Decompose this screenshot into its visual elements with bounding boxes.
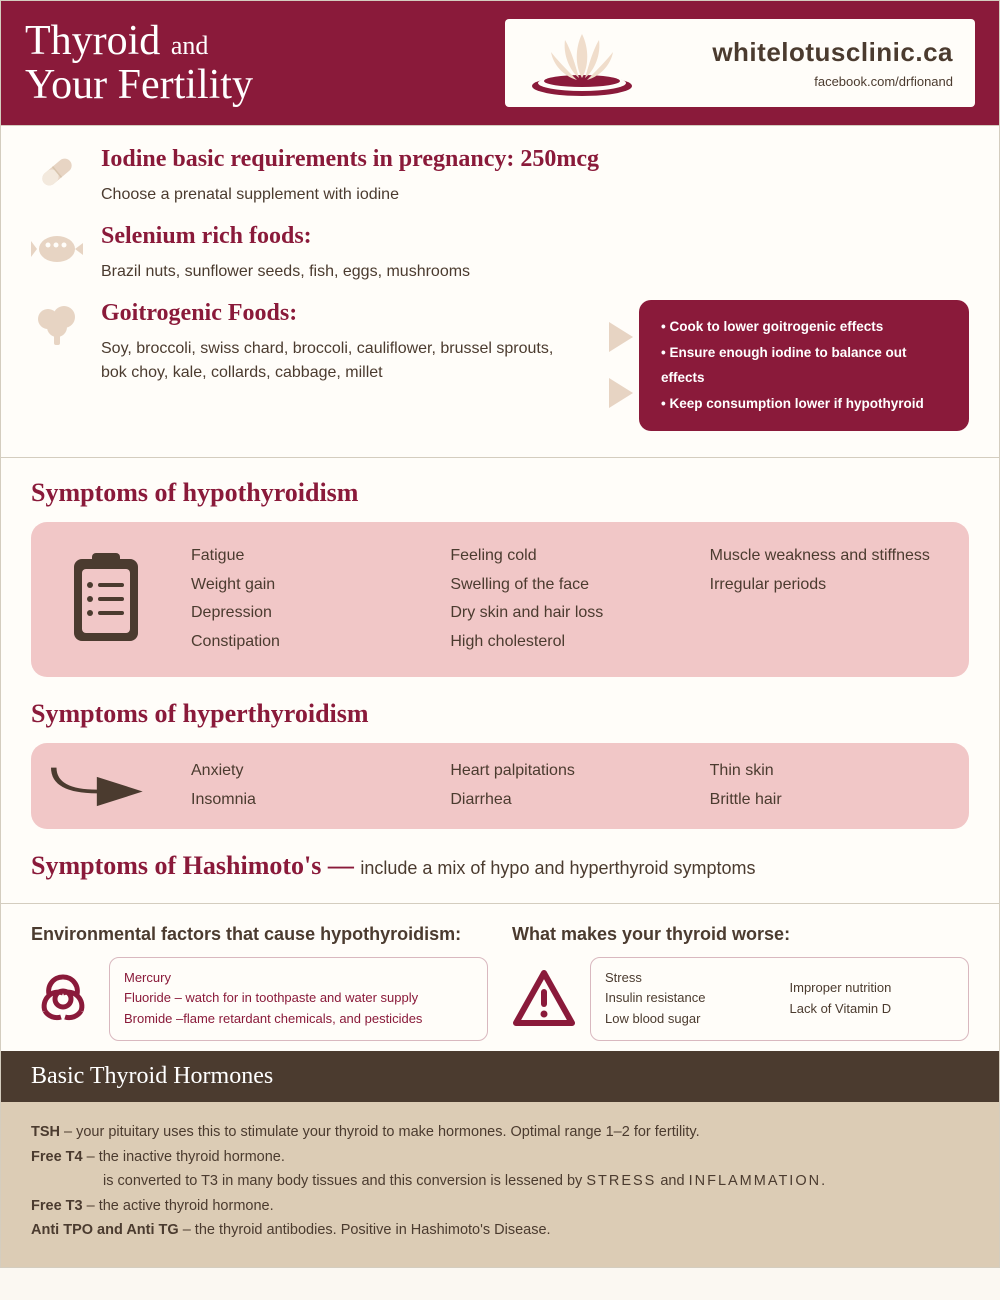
symptom-item: Weight gain [191,571,430,600]
clipboard-icon [51,551,161,647]
hormone-line: Free T3 – the active thyroid hormone. [31,1194,969,1219]
worse-column: What makes your thyroid worse: Stress In… [512,924,969,1041]
pill-icon [31,146,83,198]
hormones-title-bar: Basic Thyroid Hormones [1,1051,999,1102]
symptoms-section: Symptoms of hypothyroidism Fatigue Weigh… [1,457,999,903]
worse-item: Stress [605,968,770,989]
symptom-item: Brittle hair [710,786,949,815]
symptom-item: Fatigue [191,542,430,571]
hashimoto-line: Symptoms of Hashimoto's — include a mix … [31,851,969,881]
env-box: Mercury Fluoride – watch for in toothpas… [109,957,488,1041]
biohazard-icon [31,967,95,1031]
hormone-line-indent: is converted to T3 in many body tissues … [31,1169,969,1194]
arrow-right-icon [51,758,161,814]
symptom-item: Swelling of the face [450,571,689,600]
hashimoto-sub: include a mix of hypo and hyperthyroid s… [360,858,755,878]
page: Thyroid and Your Fertility whitelotuscli… [0,0,1000,1268]
hypo-col3: Muscle weakness and stiffness Irregular … [710,542,949,657]
goitrogenic-tips-box: Cook to lower goitrogenic effects Ensure… [639,300,969,431]
env-item: Mercury [124,968,473,989]
hyper-col2: Heart palpitations Diarrhea [450,757,689,815]
hormone-line: Anti TPO and Anti TG – the thyroid antib… [31,1218,969,1243]
brand-url: whitelotusclinic.ca [655,37,953,68]
symptom-item: Anxiety [191,757,430,786]
symptom-item: Diarrhea [450,786,689,815]
chevron-right-icon [609,322,633,352]
warning-icon [512,967,576,1031]
hyper-box: Anxiety Insomnia Heart palpitations Diar… [31,743,969,829]
env-item: Bromide –flame retardant chemicals, and … [124,1009,473,1030]
goitrogenic-heading: Goitrogenic Foods: [101,300,591,327]
hypo-title: Symptoms of hypothyroidism [31,478,969,508]
lotus-icon [527,28,637,98]
title-line1: Thyroid [25,18,160,64]
symptom-item: Thin skin [710,757,949,786]
hashimoto-title: Symptoms of Hashimoto's — [31,851,354,880]
worse-item: Lack of Vitamin D [790,999,955,1020]
hypo-box: Fatigue Weight gain Depression Constipat… [31,522,969,677]
goitrogenic-body: Soy, broccoli, swiss chard, broccoli, ca… [101,337,581,385]
selenium-heading: Selenium rich foods: [101,223,969,250]
hypo-col1: Fatigue Weight gain Depression Constipat… [191,542,430,657]
tip-item: Ensure enough iodine to balance out effe… [661,340,947,391]
symptom-item: Irregular periods [710,571,949,600]
symptom-item: Feeling cold [450,542,689,571]
worse-title: What makes your thyroid worse: [512,924,969,945]
chevron-right-icon [609,378,633,408]
selenium-body: Brazil nuts, sunflower seeds, fish, eggs… [101,260,581,284]
symptom-item: Depression [191,599,430,628]
hyper-col1: Anxiety Insomnia [191,757,430,815]
selenium-row: Selenium rich foods: Brazil nuts, sunflo… [31,223,969,284]
tip-item: Cook to lower goitrogenic effects [661,314,947,340]
hormone-line: Free T4 – the inactive thyroid hormone. [31,1145,969,1170]
title-and: and [171,31,209,60]
broccoli-icon [31,300,83,352]
goitrogenic-row: Goitrogenic Foods: Soy, broccoli, swiss … [31,300,969,431]
env-column: Environmental factors that cause hypothy… [31,924,488,1041]
symptom-item: Heart palpitations [450,757,689,786]
brand-box: whitelotusclinic.ca facebook.com/drfiona… [505,19,975,107]
hypo-col2: Feeling cold Swelling of the face Dry sk… [450,542,689,657]
iodine-row: Iodine basic requirements in pregnancy: … [31,146,969,207]
header-bar: Thyroid and Your Fertility whitelotuscli… [1,1,999,125]
symptom-item: Constipation [191,628,430,657]
arrow-indicators [609,322,633,408]
iodine-heading: Iodine basic requirements in pregnancy: … [101,146,969,173]
hormones-body: TSH – your pituitary uses this to stimul… [1,1102,999,1267]
hyper-col3: Thin skin Brittle hair [710,757,949,815]
page-title: Thyroid and Your Fertility [25,19,481,107]
iodine-body: Choose a prenatal supplement with iodine [101,183,581,207]
fish-icon [31,223,83,275]
brand-facebook: facebook.com/drfionand [655,74,953,89]
worse-item: Low blood sugar [605,1009,770,1030]
worse-item: Improper nutrition [790,978,955,999]
symptom-item: Dry skin and hair loss [450,599,689,628]
nutrition-section: Iodine basic requirements in pregnancy: … [1,125,999,457]
symptom-item: Muscle weakness and stiffness [710,542,949,571]
symptom-item: Insomnia [191,786,430,815]
worse-box: Stress Insulin resistance Low blood suga… [590,957,969,1041]
env-item: Fluoride – watch for in toothpaste and w… [124,988,473,1009]
worse-item: Insulin resistance [605,988,770,1009]
title-line2: Your Fertility [25,62,253,108]
tip-item: Keep consumption lower if hypothyroid [661,391,947,417]
env-title: Environmental factors that cause hypothy… [31,924,488,945]
hyper-title: Symptoms of hyperthyroidism [31,699,969,729]
factors-section: Environmental factors that cause hypothy… [1,903,999,1051]
symptom-item: High cholesterol [450,628,689,657]
hormone-line: TSH – your pituitary uses this to stimul… [31,1120,969,1145]
